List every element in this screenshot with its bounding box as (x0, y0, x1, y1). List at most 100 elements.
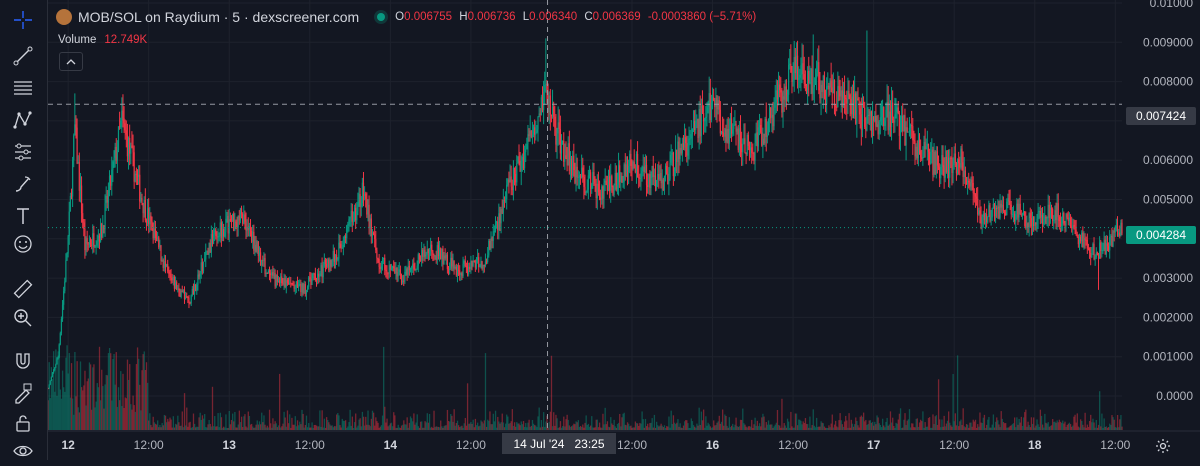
volume-bar (1056, 420, 1058, 430)
volume-bar (274, 421, 276, 430)
volume-bar (766, 424, 769, 430)
crosshair-tool[interactable] (8, 5, 38, 35)
zoom-in-tool[interactable] (8, 303, 38, 333)
candle-body (1081, 232, 1083, 242)
trend-line-tool[interactable] (8, 41, 38, 71)
volume-bar (941, 419, 943, 430)
candle-body (594, 178, 596, 184)
ruler-icon (13, 279, 33, 299)
candle-body (725, 129, 727, 142)
price-axis[interactable]: 0.010000.0090000.0080000.0070000.0060000… (1143, 0, 1193, 403)
candle-body (1058, 216, 1060, 222)
volume-bar (554, 425, 556, 430)
volume-bar (1083, 427, 1085, 430)
candle-body (588, 172, 591, 176)
volume-bar (405, 424, 407, 430)
pattern-tool[interactable] (8, 105, 38, 135)
chart-settings-button[interactable] (1153, 436, 1173, 456)
candle-body (982, 213, 984, 218)
candle-body (685, 137, 687, 144)
candle-body (1086, 239, 1088, 249)
volume-bar (644, 418, 647, 430)
lock-tool[interactable] (8, 408, 38, 438)
candle-body (545, 83, 547, 85)
volume-bar (626, 422, 629, 430)
candle-body (178, 288, 180, 291)
volume-bar (199, 412, 201, 430)
candle-body (663, 176, 666, 191)
candle-body (572, 155, 574, 176)
candle-body (801, 63, 803, 66)
magnet-icon (16, 353, 30, 369)
volume-bar (855, 417, 857, 430)
candle-body (1097, 255, 1100, 259)
time-axis[interactable]: 12 12:00 13 12:00 14 12:00 12:00 16 12:00 17 12:00… (48, 430, 1200, 452)
candle-body (58, 344, 60, 357)
volume-bar (1049, 425, 1052, 430)
candle-body (593, 172, 595, 179)
candle-body (264, 258, 266, 274)
fib-retracement-tool[interactable] (8, 73, 38, 103)
volume-bar (973, 421, 976, 430)
ruler-tool[interactable] (8, 274, 38, 304)
crosshair-icon (14, 11, 32, 29)
volume-bar (969, 422, 971, 430)
volume-bar (1121, 426, 1123, 430)
lock-drawing-tool[interactable] (8, 378, 38, 408)
volume-bar (915, 418, 917, 430)
volume-bar (814, 427, 817, 430)
volume-bar (309, 427, 311, 430)
volume-bar (321, 410, 323, 430)
candle-body (550, 114, 553, 116)
candle-body (516, 163, 518, 183)
candle-body (666, 165, 668, 174)
candle-body (361, 182, 363, 204)
eye-tool[interactable] (8, 436, 38, 466)
candle-body (1062, 213, 1064, 224)
candle-body (165, 264, 168, 267)
volume-bar (682, 425, 685, 430)
candle-body (642, 166, 644, 172)
candle-body (484, 261, 487, 266)
candle-body (584, 186, 586, 193)
candle-body (140, 197, 142, 202)
volume-bar (437, 426, 440, 430)
candle-body (461, 273, 463, 276)
candle-body (234, 221, 236, 231)
volume-bar (978, 426, 980, 430)
collapse-legend-button[interactable] (59, 52, 83, 71)
candle-body (626, 164, 629, 173)
candle-body (1026, 223, 1028, 228)
volume-bar (663, 425, 666, 430)
candle-body (310, 278, 312, 285)
volume-bar (1041, 424, 1044, 430)
volume-bar (801, 424, 803, 430)
volume-bar (267, 427, 270, 430)
price-tick-label: 0.003000 (1143, 271, 1193, 285)
volume-bar (314, 424, 317, 430)
brush-tool[interactable] (8, 169, 38, 199)
volume-bar (130, 404, 132, 430)
volume-bar (504, 423, 507, 430)
candle-body (537, 117, 539, 130)
text-tool[interactable] (8, 201, 38, 231)
volume-bar (463, 423, 465, 430)
candle-body (92, 233, 94, 246)
volume-bar (885, 421, 887, 430)
magnet-tool[interactable] (8, 346, 38, 376)
candle-body (745, 152, 747, 155)
candle-body (450, 257, 452, 269)
emoji-tool[interactable] (8, 229, 38, 259)
candle-body (368, 204, 370, 228)
volume-bar (880, 427, 883, 430)
candle-body (835, 106, 837, 108)
candle-body (452, 261, 454, 267)
candle-body (842, 91, 845, 107)
candle-body (459, 270, 461, 275)
candle-body (315, 279, 318, 281)
volume-bar (317, 426, 319, 430)
volume-bar (295, 426, 298, 430)
forecast-tool[interactable] (8, 137, 38, 167)
volume-bar (296, 420, 299, 430)
